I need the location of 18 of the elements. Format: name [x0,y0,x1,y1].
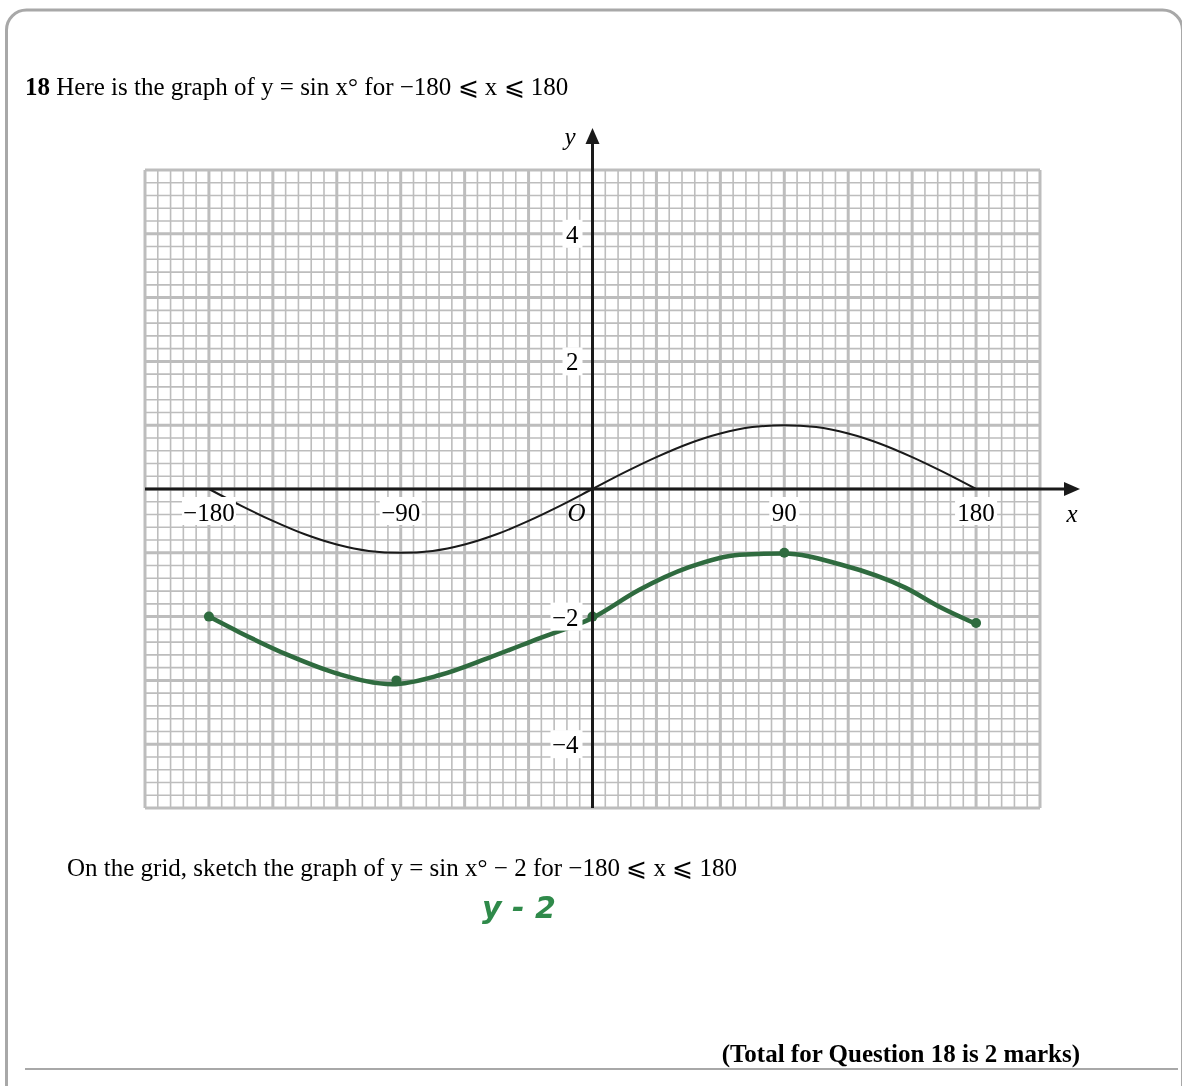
text: y - 2 [482,890,556,925]
point [779,547,790,558]
point [971,617,982,628]
y-axis-title: y [561,123,577,150]
chart-title: 18 Here is the graph of y = sin x° for −180 ⩽ x ⩽ 180 [25,73,569,100]
annotation: O [567,499,586,526]
y-tick-label: 2 [566,348,579,376]
x-tick-label: 180 [957,499,995,526]
y-tick-label: 4 [566,220,579,248]
text: On the grid, sketch the graph of y = sin x° − 2 for −180 ⩽ x ⩽ 180 [67,854,737,881]
y-tick-label: −2 [551,603,579,631]
text: (Total for Question 18 is 2 marks) [721,1040,1080,1068]
x-tick-label: −180 [183,499,235,526]
y-tick-label: −4 [551,731,579,759]
x-tick-label: 90 [771,499,797,526]
x-tick-label: −90 [381,499,421,526]
point [203,611,214,622]
x-axis-title: x [1065,500,1078,527]
